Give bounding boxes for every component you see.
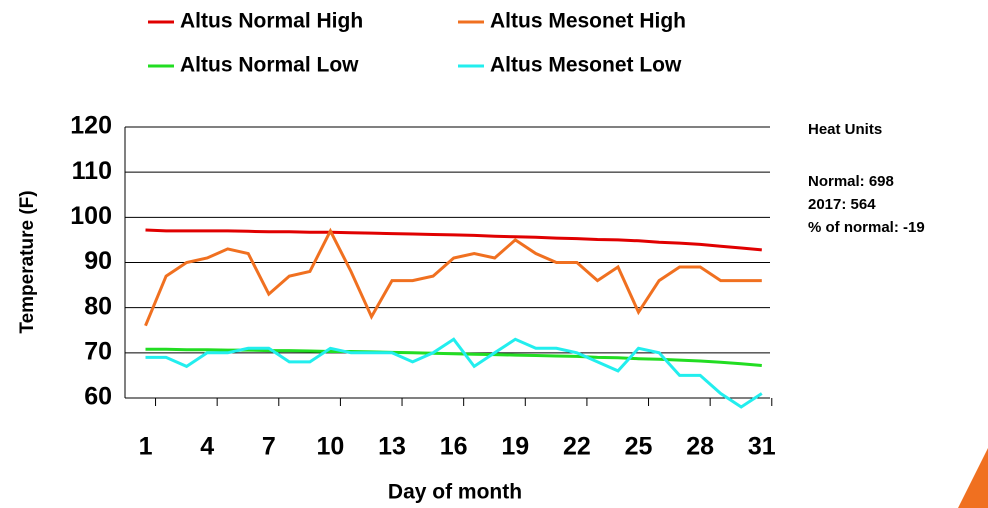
x-tick-label: 22 xyxy=(563,433,591,461)
y-axis-label: Temperature (F) xyxy=(17,190,38,333)
x-tick-label: 28 xyxy=(686,433,714,461)
annotation: Heat Units xyxy=(808,121,882,138)
line-series xyxy=(145,337,763,409)
line-series xyxy=(144,227,762,327)
x-tick-label: 7 xyxy=(262,433,276,461)
x-tick-label: 16 xyxy=(440,433,468,461)
x-tick-label: 13 xyxy=(378,433,406,461)
y-tick-label: 110 xyxy=(72,157,112,185)
legend-label: Altus Normal Low xyxy=(180,54,359,77)
x-tick-label: 19 xyxy=(501,433,529,461)
x-tick-label: 31 xyxy=(748,433,776,461)
x-tick-label: 1 xyxy=(139,433,153,461)
line-series xyxy=(145,228,762,252)
x-axis-label: Day of month xyxy=(388,481,522,504)
y-tick-label: 80 xyxy=(84,292,112,320)
annotation: 2017: 564 xyxy=(808,196,876,213)
legend-label: Altus Mesonet High xyxy=(490,10,686,33)
line-series xyxy=(145,347,762,367)
y-tick-label: 70 xyxy=(84,337,112,365)
x-tick-label: 4 xyxy=(200,433,214,461)
y-tick-label: 90 xyxy=(84,247,112,275)
logo xyxy=(958,448,988,508)
y-tick-label: 100 xyxy=(70,202,112,230)
legend-label: Altus Normal High xyxy=(180,10,363,33)
legend-label: Altus Mesonet Low xyxy=(490,54,682,77)
annotation: % of normal: -19 xyxy=(808,219,925,236)
y-tick-label: 60 xyxy=(84,383,112,411)
annotation: Normal: 698 xyxy=(808,173,894,190)
y-tick-label: 120 xyxy=(70,112,112,140)
x-tick-label: 10 xyxy=(317,433,345,461)
x-tick-label: 25 xyxy=(625,433,653,461)
